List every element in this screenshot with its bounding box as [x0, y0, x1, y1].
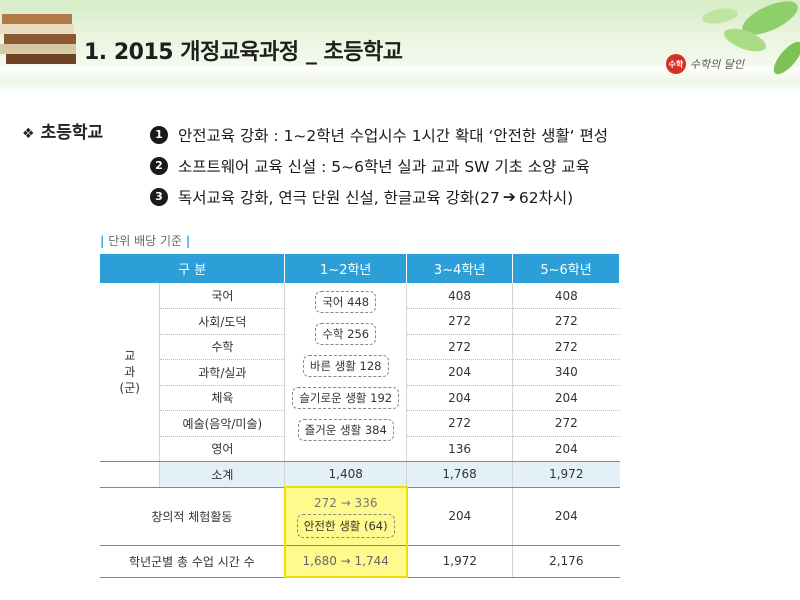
- table-row: 수학 272 272: [100, 334, 620, 360]
- subject-name: 수학: [159, 334, 285, 360]
- total-g34: 1,972: [406, 545, 513, 578]
- table-row: 영어 136 204: [100, 436, 620, 462]
- table-row: 체육 204 204: [100, 385, 620, 411]
- grade12-box: 수학 256: [315, 323, 377, 345]
- cell-g56: 204: [512, 436, 620, 462]
- number-badge: 2: [150, 156, 168, 175]
- number-badge: 3: [150, 187, 168, 206]
- total-label: 학년군별 총 수업 시간 수: [100, 545, 285, 578]
- list-item: 1 안전교육 강화 : 1~2학년 수업시수 1시간 확대 ‘안전한 생활‘ 편…: [150, 119, 790, 150]
- section-label: ❖ 초등학교: [22, 118, 103, 143]
- cell-g56: 204: [512, 385, 620, 411]
- table-caption-text: 단위 배당 기준: [108, 234, 183, 248]
- subtotal-row: 소계 1,408 1,768 1,972: [100, 461, 620, 488]
- subject-name: 영어: [159, 436, 285, 462]
- column-header: 5~6학년: [512, 254, 620, 283]
- total-g12: 1,680 → 1,744: [283, 545, 408, 578]
- grade12-combined-cell: 국어 448 수학 256 바른 생활 128 슬기로운 생활 192 즐거운 …: [284, 283, 407, 462]
- subtotal-g56: 1,972: [512, 461, 620, 488]
- cell-g56: 340: [512, 359, 620, 386]
- table-row: 과학/실과 204 340: [100, 359, 620, 386]
- section-label-text: 초등학교: [40, 123, 104, 143]
- column-header: 1~2학년: [284, 254, 408, 283]
- header-banner: 1. 2015 개정교육과정 _ 초등학교 수학 수학의 달인: [0, 0, 800, 96]
- cell-g56: 272: [512, 334, 620, 360]
- cell-g34: 136: [406, 436, 513, 462]
- table-caption: | 단위 배당 기준 |: [100, 234, 191, 248]
- creative-g12: 272 → 336 안전한 생활 (64): [283, 486, 408, 546]
- subtotal-g12: 1,408: [284, 461, 407, 488]
- cell-g34: 272: [406, 410, 513, 437]
- creative-g34: 204: [406, 487, 513, 546]
- books-icon: [0, 14, 76, 64]
- logo-text: 수학의 달인: [689, 58, 744, 71]
- subject-name: 체육: [159, 385, 285, 411]
- leaves-icon: [702, 1, 800, 75]
- list-item-text-end: 62차시): [518, 188, 574, 207]
- creative-g12-safety: 안전한 생활 (64): [296, 514, 395, 539]
- cell-g56: 272: [512, 410, 620, 437]
- list-item: 2 소프트웨어 교육 신설 : 5~6학년 실과 교과 SW 기초 소양 교육: [150, 150, 790, 181]
- cell-g56: 408: [512, 283, 620, 309]
- table-row: 예술(음악/미술) 272 272: [100, 410, 620, 437]
- group-label: 교 과 (군): [100, 283, 160, 462]
- cell-g34: 204: [406, 359, 513, 386]
- column-header: 구 분: [100, 254, 286, 283]
- cell-g34: 272: [406, 334, 513, 360]
- total-row: 학년군별 총 수업 시간 수 1,680 → 1,744 1,972 2,176: [100, 545, 620, 578]
- column-header: 3~4학년: [406, 254, 514, 283]
- table-row: 사회/도덕 272 272: [100, 308, 620, 335]
- subtotal-g34: 1,768: [406, 461, 513, 488]
- cell-g56: 272: [512, 308, 620, 335]
- grade12-box: 바른 생활 128: [302, 355, 389, 377]
- subtotal-label: 소계: [159, 461, 285, 488]
- subject-name: 예술(음악/미술): [159, 410, 285, 437]
- total-g56: 2,176: [512, 545, 620, 578]
- number-badge: 1: [150, 125, 168, 144]
- grade12-box: 국어 448: [315, 291, 377, 313]
- list-item-text: 소프트웨어 교육 신설 : 5~6학년 실과 교과 SW 기초 소양 교육: [178, 157, 590, 176]
- hours-table: 구 분 1~2학년 3~4학년 5~6학년 교 과 (군) 국어 국어 448 …: [100, 254, 620, 578]
- banner-stripe: [0, 66, 800, 94]
- arrow-right-icon: ➔: [502, 187, 516, 206]
- grade12-box: 슬기로운 생활 192: [292, 387, 400, 409]
- creative-g56: 204: [512, 487, 620, 546]
- table-header-row: 구 분 1~2학년 3~4학년 5~6학년: [100, 254, 620, 283]
- list-item-text: 안전교육 강화 : 1~2학년 수업시수 1시간 확대 ‘안전한 생활‘ 편성: [178, 126, 608, 145]
- cell-g34: 408: [406, 283, 513, 309]
- bullet-list: 1 안전교육 강화 : 1~2학년 수업시수 1시간 확대 ‘안전한 생활‘ 편…: [150, 119, 790, 212]
- cell-g34: 272: [406, 308, 513, 335]
- brand-logo: 수학 수학의 달인: [665, 54, 744, 74]
- table-row: 교 과 (군) 국어 국어 448 수학 256 바른 생활 128 슬기로운 …: [100, 283, 620, 462]
- subject-name: 과학/실과: [159, 359, 285, 386]
- creative-label: 창의적 체험활동: [100, 487, 285, 546]
- diamond-bullet-icon: ❖: [22, 126, 35, 142]
- creative-row: 창의적 체험활동 272 → 336 안전한 생활 (64) 204 204: [100, 486, 620, 546]
- logo-mark-icon: 수학: [665, 54, 686, 74]
- page-title: 1. 2015 개정교육과정 _ 초등학교: [84, 40, 403, 65]
- subject-name: 사회/도덕: [159, 308, 285, 335]
- list-item: 3 독서교육 강화, 연극 단원 신설, 한글교육 강화(27 ➔ 62차시): [150, 181, 790, 212]
- creative-g12-change: 272 → 336: [313, 496, 378, 511]
- grade12-box: 즐거운 생활 384: [297, 419, 394, 441]
- cell-g34: 204: [406, 385, 513, 411]
- subject-name: 국어: [159, 283, 285, 309]
- list-item-text: 독서교육 강화, 연극 단원 신설, 한글교육 강화(27: [178, 188, 500, 207]
